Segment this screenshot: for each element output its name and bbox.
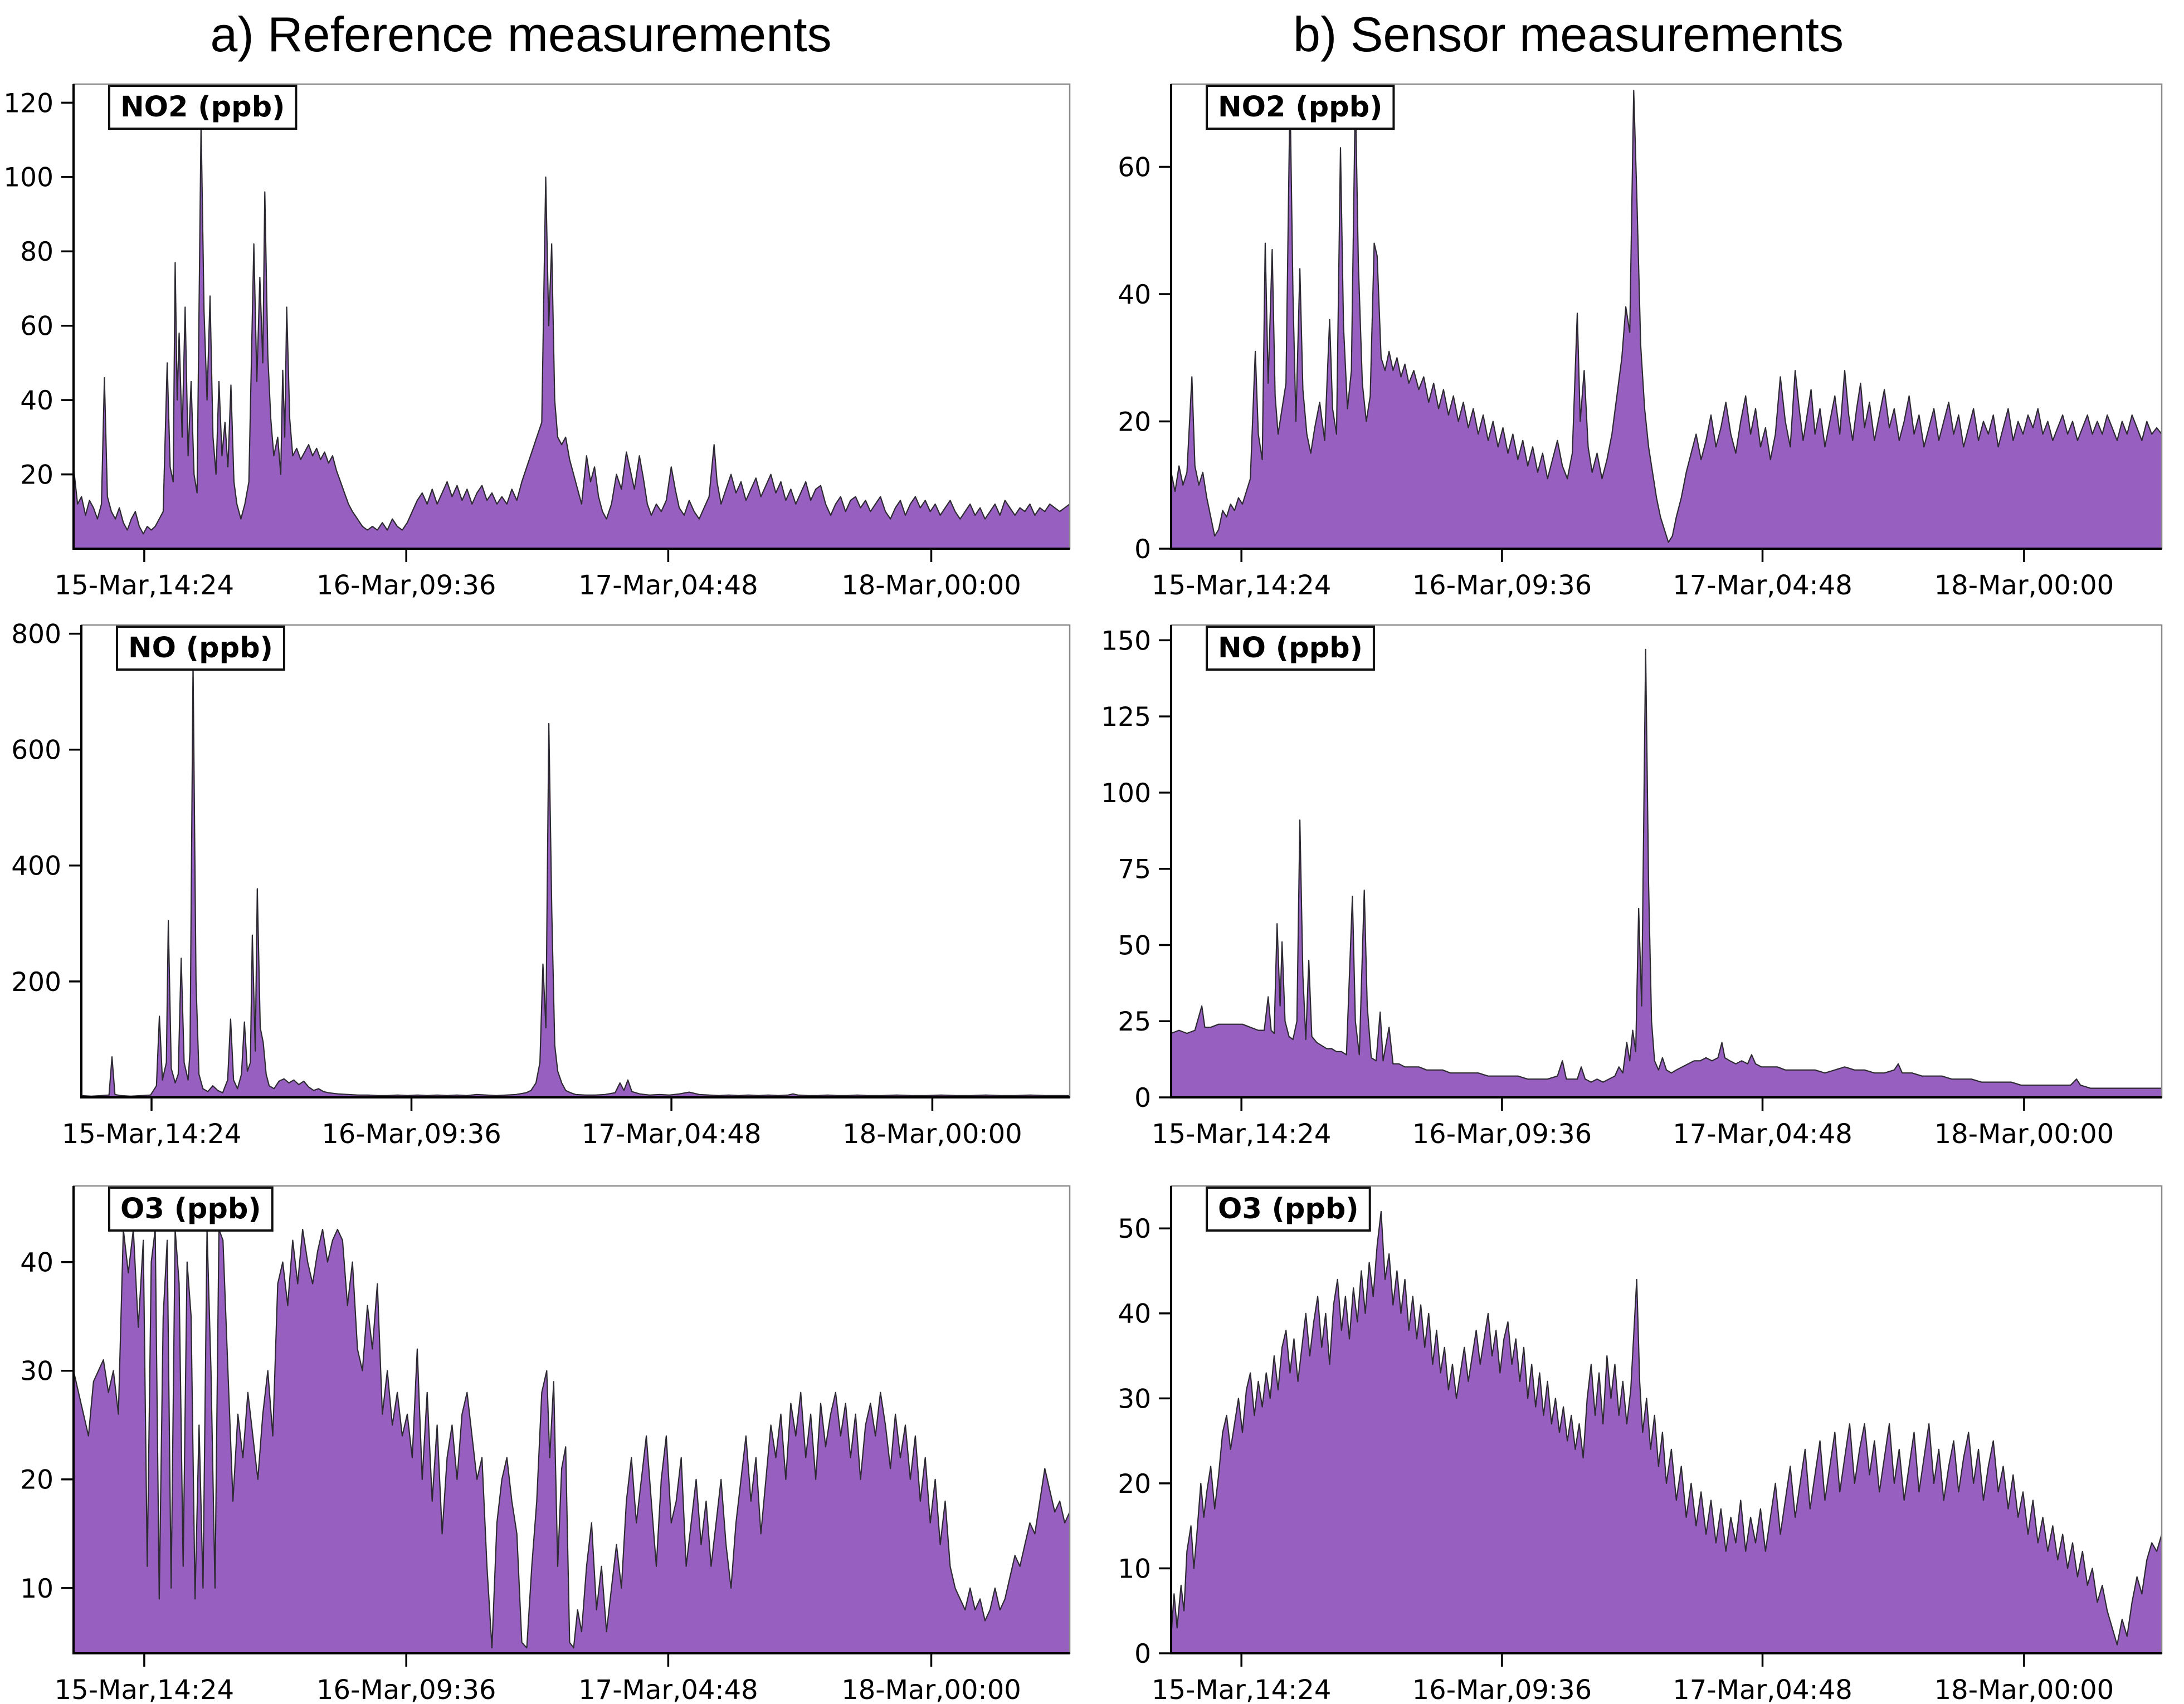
x-tick-label: 17-Mar,04:48 <box>1673 1674 1852 1704</box>
y-tick-label: 40 <box>1118 1299 1151 1330</box>
area-fill-b-no2 <box>1171 90 2162 549</box>
y-tick-label: 40 <box>20 1248 53 1278</box>
axis-spines-a-no2 <box>72 84 1070 550</box>
x-tick-label: 18-Mar,00:00 <box>1934 1119 2114 1150</box>
y-tick-label: 150 <box>1101 626 1151 656</box>
area-outline-b-no <box>1171 648 2162 1089</box>
x-tick-label: 17-Mar,04:48 <box>578 1674 758 1704</box>
x-tick-label: 16-Mar,09:36 <box>1412 1119 1592 1150</box>
gas-label-box-a-o3 <box>108 1187 274 1232</box>
y-tick-label: 20 <box>20 460 53 491</box>
y-tick-label: 50 <box>1118 930 1151 961</box>
gas-label-text-b-no2: NO2 (ppb) <box>1218 91 1382 124</box>
x-tick-label: 18-Mar,00:00 <box>841 1674 1021 1704</box>
y-tick-label: 600 <box>11 735 61 766</box>
column-title-reference: a) Reference measurements <box>210 7 832 62</box>
area-fill-b-o3 <box>1171 1211 2162 1653</box>
panel-reference-no: 200 400 600 800 15-Mar,14:24 16-Mar,09:36 17-M… <box>11 619 1071 1150</box>
x-tick-label: 16-Mar,09:36 <box>1412 1674 1592 1704</box>
axis-spines-b-no <box>1170 625 2162 1098</box>
y-tick-label: 80 <box>20 237 53 267</box>
y-tick-label: 0 <box>1134 1083 1151 1114</box>
x-tick-label: 17-Mar,04:48 <box>582 1119 762 1150</box>
x-tick-label: 16-Mar,09:36 <box>1412 570 1592 601</box>
y-tick-label: 0 <box>1134 534 1151 565</box>
area-fill-a-o3 <box>74 1229 1070 1653</box>
y-tick-label: 20 <box>1118 407 1151 437</box>
gas-label-text-b-o3: O3 (ppb) <box>1218 1193 1359 1225</box>
plot-border-a-no <box>80 624 1071 1098</box>
y-tick-label: 30 <box>20 1356 53 1387</box>
y-tick-label: 20 <box>1118 1469 1151 1500</box>
y-tick-label: 10 <box>20 1574 53 1604</box>
y-tick-label: 0 <box>1134 1639 1151 1669</box>
x-tick-label: 16-Mar,09:36 <box>316 570 496 601</box>
y-tick-label: 20 <box>20 1465 53 1496</box>
y-tick-label: 25 <box>1118 1007 1151 1037</box>
y-tick-label: 400 <box>11 851 61 882</box>
y-tick-label: 40 <box>20 385 53 416</box>
x-tick-label: 17-Mar,04:48 <box>1673 570 1852 601</box>
y-tick-label: 30 <box>1118 1384 1151 1414</box>
y-tick-label: 60 <box>1118 152 1151 183</box>
area-outline-a-o3 <box>72 1228 1071 1649</box>
x-tick-label: 15-Mar,14:24 <box>55 1674 235 1704</box>
y-tick-label: 10 <box>1118 1554 1151 1584</box>
gas-label-box-a-no <box>116 626 285 671</box>
panel-sensor-o3: 0 10 20 30 40 50 15-Mar,14:24 16-Mar,09:36 17-Ma… <box>1118 1185 2163 1704</box>
y-tick-label: 75 <box>1118 855 1151 885</box>
x-tick-label: 18-Mar,00:00 <box>841 570 1021 601</box>
x-tick-label: 18-Mar,00:00 <box>1934 1674 2114 1704</box>
panel-sensor-no: 0 25 50 75 100 125 150 15-Mar,14:24 16-Mar,09:36… <box>1101 624 2163 1150</box>
x-tick-label: 17-Mar,04:48 <box>1673 1119 1852 1150</box>
y-tick-label: 50 <box>1118 1214 1151 1244</box>
x-tick-label: 15-Mar,14:24 <box>1152 1119 1332 1150</box>
x-tick-label: 17-Mar,04:48 <box>578 570 758 601</box>
gas-label-box-b-no2 <box>1206 85 1395 130</box>
area-outline-a-no <box>81 662 1070 1097</box>
y-tick-label: 120 <box>3 88 53 119</box>
area-outline-a-no2 <box>72 120 1070 535</box>
x-tick-label: 15-Mar,14:24 <box>1152 1674 1332 1704</box>
area-fill-a-no <box>81 662 1070 1097</box>
x-tick-label: 16-Mar,09:36 <box>316 1674 496 1704</box>
y-tick-label: 100 <box>1101 778 1151 809</box>
axis-spines-a-no <box>80 625 1070 1098</box>
axis-spines-a-o3 <box>72 1186 1070 1654</box>
y-tick-label: 60 <box>20 311 53 342</box>
y-tick-label: 200 <box>11 967 61 998</box>
gas-label-text-a-no: NO (ppb) <box>128 632 273 665</box>
x-tick-label: 18-Mar,00:00 <box>842 1119 1022 1150</box>
y-tick-label: 800 <box>11 619 61 650</box>
gas-label-text-a-o3: O3 (ppb) <box>120 1193 261 1225</box>
gas-label-box-a-no2 <box>108 85 298 130</box>
gas-label-text-b-no: NO (ppb) <box>1218 632 1363 665</box>
area-outline-b-no2 <box>1170 90 2162 543</box>
column-title-sensor: b) Sensor measurements <box>1293 7 1844 62</box>
area-outline-b-o3 <box>1170 1210 2163 1646</box>
plot-border-b-no <box>1170 624 2163 1098</box>
area-fill-b-no <box>1171 649 2162 1097</box>
y-tick-label: 40 <box>1118 280 1151 310</box>
panel-reference-o3: 10 20 30 40 15-Mar,14:24 16-Mar,09:36 17-Mar,0… <box>20 1185 1071 1704</box>
x-tick-label: 16-Mar,09:36 <box>321 1119 501 1150</box>
gas-label-box-b-o3 <box>1206 1187 1371 1232</box>
x-tick-label: 15-Mar,14:24 <box>1152 570 1332 601</box>
x-tick-label: 15-Mar,14:24 <box>62 1119 242 1150</box>
panel-reference-no2: 20 40 60 80 100 120 15-Mar,14:24 16-Mar,09:36 17… <box>3 83 1071 601</box>
gas-label-box-b-no <box>1206 626 1375 671</box>
x-tick-label: 18-Mar,00:00 <box>1934 570 2114 601</box>
gas-label-text-a-no2: NO2 (ppb) <box>120 91 285 124</box>
panel-sensor-no2: 0 20 40 60 15-Mar,14:24 16-Mar,09:36 17-Mar,04… <box>1118 83 2163 601</box>
y-tick-label: 125 <box>1101 702 1151 733</box>
y-tick-label: 100 <box>3 163 53 193</box>
area-fill-a-no2 <box>74 121 1070 549</box>
x-tick-label: 15-Mar,14:24 <box>55 570 235 601</box>
